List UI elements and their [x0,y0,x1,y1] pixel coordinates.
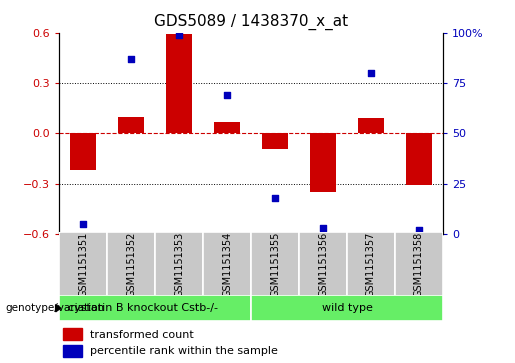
FancyBboxPatch shape [347,232,395,296]
Text: percentile rank within the sample: percentile rank within the sample [90,346,278,356]
FancyBboxPatch shape [59,232,107,296]
Point [127,56,135,62]
Text: GSM1151351: GSM1151351 [78,232,88,297]
FancyBboxPatch shape [395,232,443,296]
Text: GSM1151352: GSM1151352 [126,231,136,297]
Text: GSM1151356: GSM1151356 [318,232,328,297]
Bar [310,134,336,192]
Point [79,221,88,227]
Text: wild type: wild type [321,303,372,313]
Text: GSM1151354: GSM1151354 [222,232,232,297]
FancyBboxPatch shape [299,232,347,296]
Text: genotype/variation: genotype/variation [5,303,104,313]
Bar [63,344,82,356]
Bar [70,134,96,170]
Bar [406,134,432,185]
FancyBboxPatch shape [251,295,443,321]
Text: GSM1151355: GSM1151355 [270,231,280,297]
Bar [118,117,144,134]
Bar [358,118,384,134]
Text: transformed count: transformed count [90,330,194,339]
Bar [63,328,82,340]
Point [271,195,279,201]
Bar [262,134,288,148]
Point [415,227,423,233]
Point [319,225,327,231]
Point [367,70,375,76]
Text: cystatin B knockout Cstb-/-: cystatin B knockout Cstb-/- [68,303,218,313]
Bar [166,33,192,134]
FancyBboxPatch shape [59,295,251,321]
Point [223,92,231,98]
Title: GDS5089 / 1438370_x_at: GDS5089 / 1438370_x_at [154,14,348,30]
Point [175,32,183,38]
Text: GSM1151357: GSM1151357 [366,231,376,297]
Bar [214,122,241,134]
Text: GSM1151353: GSM1151353 [174,232,184,297]
Text: GSM1151358: GSM1151358 [414,232,424,297]
FancyBboxPatch shape [107,232,155,296]
FancyBboxPatch shape [203,232,251,296]
FancyBboxPatch shape [155,232,203,296]
FancyBboxPatch shape [251,232,299,296]
